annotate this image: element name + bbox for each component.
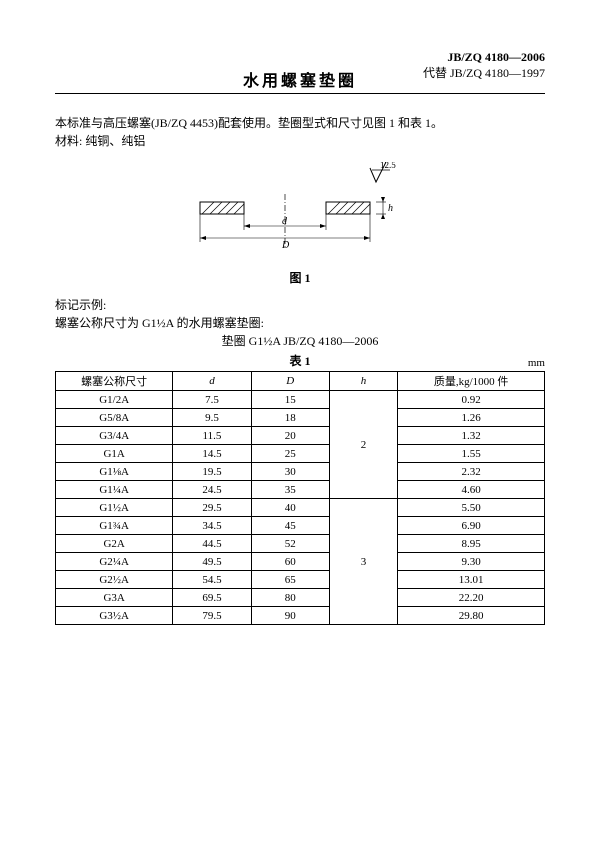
table-cell-weight: 0.92 xyxy=(398,391,545,409)
table-cell: G1⅛A xyxy=(56,463,173,481)
table-cell: 34.5 xyxy=(173,517,251,535)
table-cell: 30 xyxy=(251,463,329,481)
table-cell-weight: 6.90 xyxy=(398,517,545,535)
table-cell: 14.5 xyxy=(173,445,251,463)
table-row: G1A14.525 1.55 xyxy=(56,445,545,463)
table-cell: G2A xyxy=(56,535,173,553)
table-cell-h: 3 xyxy=(329,499,397,625)
figure-caption: 图 1 xyxy=(55,269,545,286)
table-cell: 45 xyxy=(251,517,329,535)
marking-example: 标记示例: 螺塞公称尺寸为 G1½A 的水用螺塞垫圈: 垫圈 G1½A JB/Z… xyxy=(55,296,545,350)
cross-section: h d D xyxy=(200,194,393,251)
roughness-value: 12.5 xyxy=(380,162,396,170)
table-cell: 54.5 xyxy=(173,571,251,589)
standard-number: JB/ZQ 4180—2006 xyxy=(55,50,545,66)
table-cell: 79.5 xyxy=(173,607,251,625)
table-cell: G5/8A xyxy=(56,409,173,427)
table-cell: 49.5 xyxy=(173,553,251,571)
table-row: G3A69.580 22.20 xyxy=(56,589,545,607)
table-row: G1¼A24.535 4.60 xyxy=(56,481,545,499)
marking-line-3: 垫圈 G1½A JB/ZQ 4180—2006 xyxy=(55,332,545,350)
table-row: G2A44.552 8.95 xyxy=(56,535,545,553)
table-cell: 69.5 xyxy=(173,589,251,607)
table-row: G1½A29.54035.50 xyxy=(56,499,545,517)
intro-line-2: 材料: 纯铜、纯铝 xyxy=(55,132,545,150)
table-cell: 7.5 xyxy=(173,391,251,409)
table-cell-weight: 2.32 xyxy=(398,463,545,481)
dim-D: D xyxy=(281,240,290,251)
table-row: G1/2A7.51520.92 xyxy=(56,391,545,409)
table-cell: 11.5 xyxy=(173,427,251,445)
table-cell: G3½A xyxy=(56,607,173,625)
table-cell: G3/4A xyxy=(56,427,173,445)
washer-diagram: 12.5 h xyxy=(170,162,430,262)
table-cell: G3A xyxy=(56,589,173,607)
table-cell-weight: 8.95 xyxy=(398,535,545,553)
table-row: G5/8A9.518 1.26 xyxy=(56,409,545,427)
table-cell: 60 xyxy=(251,553,329,571)
intro-line-1: 本标准与高压螺塞(JB/ZQ 4453)配套使用。垫圈型式和尺寸见图 1 和表 … xyxy=(55,114,545,132)
table-cell: 20 xyxy=(251,427,329,445)
table-row: G3½A79.590 29.80 xyxy=(56,607,545,625)
table-cell: 80 xyxy=(251,589,329,607)
table-row: G3/4A11.520 1.32 xyxy=(56,427,545,445)
table-cell: 29.5 xyxy=(173,499,251,517)
table-cell: 19.5 xyxy=(173,463,251,481)
table-cell: 25 xyxy=(251,445,329,463)
marking-line-2: 螺塞公称尺寸为 G1½A 的水用螺塞垫圈: xyxy=(55,314,545,332)
dim-d: d xyxy=(282,216,288,227)
table-cell: 9.5 xyxy=(173,409,251,427)
table-cell: G2½A xyxy=(56,571,173,589)
th-size: 螺塞公称尺寸 xyxy=(56,372,173,391)
table-cell-weight: 29.80 xyxy=(398,607,545,625)
th-weight: 质量,kg/1000 件 xyxy=(398,372,545,391)
th-d: d xyxy=(173,372,251,391)
dimensions-table: 螺塞公称尺寸 d D h 质量,kg/1000 件 G1/2A7.51520.9… xyxy=(55,371,545,625)
table-cell: 24.5 xyxy=(173,481,251,499)
table-cell: 44.5 xyxy=(173,535,251,553)
table-cell: G1A xyxy=(56,445,173,463)
table-cell-weight: 1.55 xyxy=(398,445,545,463)
roughness-symbol: 12.5 xyxy=(370,162,396,182)
marking-line-1: 标记示例: xyxy=(55,296,545,314)
th-h: h xyxy=(329,372,397,391)
table-cell-weight: 22.20 xyxy=(398,589,545,607)
figure-1: 12.5 h xyxy=(55,162,545,286)
table-row: G1⅛A19.530 2.32 xyxy=(56,463,545,481)
document-page: JB/ZQ 4180—2006 代替 JB/ZQ 4180—1997 水用螺塞垫… xyxy=(0,0,600,849)
table-header-row: 螺塞公称尺寸 d D h 质量,kg/1000 件 xyxy=(56,372,545,391)
table-row: G1¾A34.545 6.90 xyxy=(56,517,545,535)
th-D: D xyxy=(251,372,329,391)
table-cell: 40 xyxy=(251,499,329,517)
dim-h: h xyxy=(388,203,393,214)
table-row: G2¼A49.560 9.30 xyxy=(56,553,545,571)
table-cell: 52 xyxy=(251,535,329,553)
table-cell-weight: 1.26 xyxy=(398,409,545,427)
table-cell: 15 xyxy=(251,391,329,409)
intro-block: 本标准与高压螺塞(JB/ZQ 4453)配套使用。垫圈型式和尺寸见图 1 和表 … xyxy=(55,114,545,150)
table-cell-h: 2 xyxy=(329,391,397,499)
table-cell: G1¼A xyxy=(56,481,173,499)
table-cell: 35 xyxy=(251,481,329,499)
table-cell: G2¼A xyxy=(56,553,173,571)
table-body: G1/2A7.51520.92G5/8A9.5181.26G3/4A11.520… xyxy=(56,391,545,625)
table-cell-weight: 9.30 xyxy=(398,553,545,571)
table-cell: G1½A xyxy=(56,499,173,517)
table-cell: G1/2A xyxy=(56,391,173,409)
table-cell: 90 xyxy=(251,607,329,625)
table-cell: G1¾A xyxy=(56,517,173,535)
table-cell-weight: 13.01 xyxy=(398,571,545,589)
table-cell: 65 xyxy=(251,571,329,589)
table-cell: 18 xyxy=(251,409,329,427)
table-cell-weight: 5.50 xyxy=(398,499,545,517)
table-row: G2½A54.565 13.01 xyxy=(56,571,545,589)
table-cell-weight: 4.60 xyxy=(398,481,545,499)
table-cell-weight: 1.32 xyxy=(398,427,545,445)
